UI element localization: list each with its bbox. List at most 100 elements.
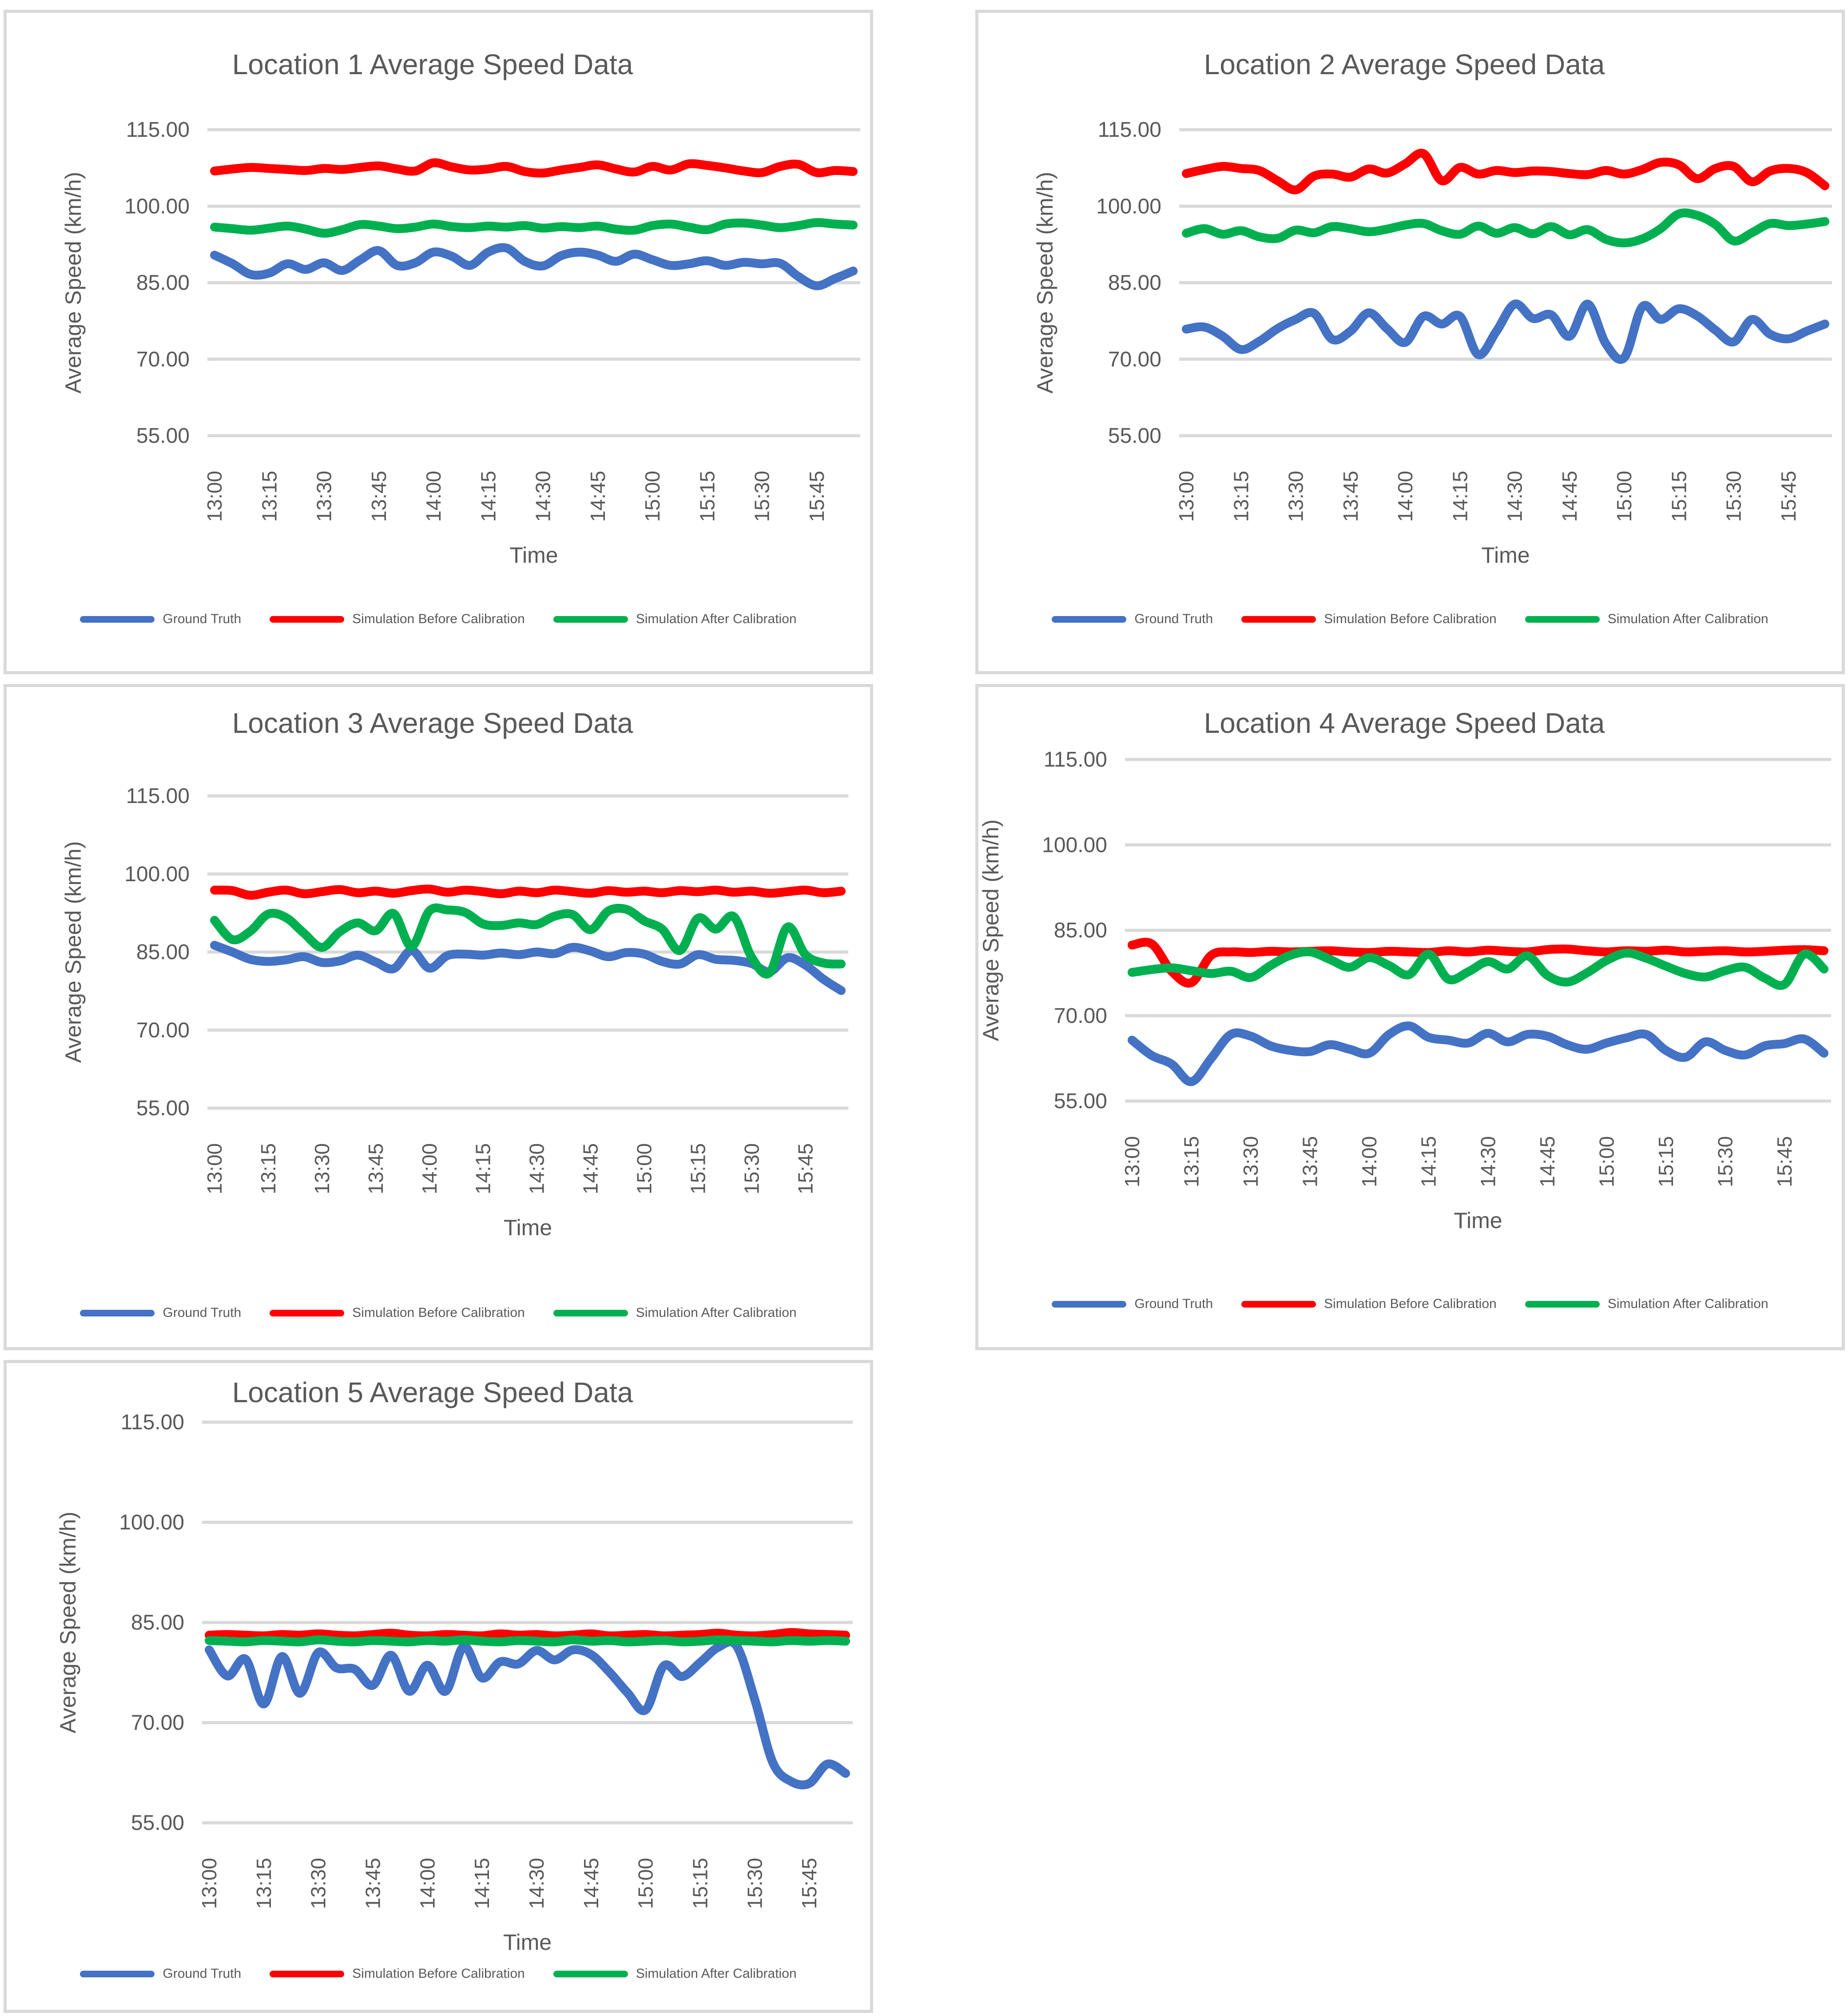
legend-line-sample-ground_truth — [80, 616, 155, 623]
chart-title: Location 3 Average Speed Data — [232, 707, 633, 739]
series-line-after_calibration — [205, 1635, 850, 1646]
x-axis-title: Time — [1481, 543, 1530, 568]
chart-svg: Location 4 Average Speed Data 115.00 100.0… — [978, 707, 1831, 1233]
x-tick-label: 13:30 — [313, 471, 336, 522]
x-tick-label: 15:30 — [1722, 471, 1745, 522]
x-tick-label: 15:30 — [1713, 1136, 1737, 1187]
x-tick-label: 13:00 — [1175, 471, 1198, 522]
y-tick-label: 85.00 — [1108, 271, 1161, 295]
x-tick-label: 14:15 — [1448, 471, 1471, 522]
legend-item: Simulation After Calibration — [553, 1305, 797, 1320]
chart-svg: Location 2 Average Speed Data 115.00 100.0… — [1033, 48, 1832, 568]
legend-label: Simulation Before Calibration — [1324, 612, 1497, 626]
x-tick-label: 13:30 — [1239, 1136, 1262, 1187]
chart-location-2: Location 2 Average Speed Data 115.00 100.0… — [975, 10, 1845, 674]
y-tick-label: 100.00 — [119, 1511, 184, 1535]
legend-label: Simulation Before Calibration — [352, 1305, 525, 1320]
y-tick-label: 70.00 — [131, 1711, 184, 1735]
x-tick-label: 14:00 — [422, 471, 445, 522]
x-tick-label: 15:30 — [740, 1143, 763, 1194]
x-tick-label: 14:30 — [1476, 1136, 1499, 1187]
x-tick-label: 13:45 — [1339, 471, 1362, 522]
chart-legend: Ground Truth Simulation Before Calibratio… — [7, 1966, 870, 1981]
x-tick-label: 13:00 — [203, 471, 226, 522]
y-axis-title: Average Speed (km/h) — [61, 172, 86, 394]
chart-legend: Ground Truth Simulation Before Calibratio… — [978, 612, 1842, 627]
x-tick-label: 14:30 — [525, 1858, 548, 1909]
series-line-ground_truth — [1128, 1021, 1828, 1086]
x-tick-label: 13:30 — [307, 1858, 330, 1909]
y-tick-label: 115.00 — [1098, 118, 1161, 142]
x-tick-label: 14:15 — [1417, 1136, 1440, 1187]
chart-title: Location 2 Average Speed Data — [1204, 48, 1605, 80]
legend-label: Simulation Before Calibration — [352, 612, 525, 626]
x-tick-label: 14:00 — [418, 1143, 441, 1194]
x-tick-label: 15:45 — [798, 1858, 821, 1909]
y-tick-label: 70.00 — [1054, 1004, 1107, 1028]
x-tick-label: 13:30 — [310, 1143, 334, 1194]
y-tick-label: 100.00 — [1042, 833, 1107, 857]
series-line-ground_truth — [205, 1637, 850, 1789]
chart-legend: Ground Truth Simulation Before Calibratio… — [978, 1296, 1842, 1312]
series-line-before_calibration — [1182, 149, 1829, 195]
legend-label: Simulation After Calibration — [636, 1305, 797, 1320]
chart-title: Location 1 Average Speed Data — [232, 48, 633, 80]
x-tick-label: 14:45 — [1558, 471, 1581, 522]
legend-line-sample-before_calibration — [270, 1970, 345, 1977]
y-axis-title: Average Speed (km/h) — [1033, 172, 1057, 394]
x-tick-label: 13:45 — [362, 1858, 385, 1909]
legend-line-sample-ground_truth — [1052, 616, 1127, 623]
x-tick-label: 13:15 — [258, 471, 281, 522]
x-axis-title: Time — [1454, 1208, 1502, 1233]
x-tick-label: 15:15 — [689, 1858, 712, 1909]
legend-line-sample-before_calibration — [1241, 1300, 1316, 1308]
legend-item: Simulation Before Calibration — [270, 612, 525, 627]
legend-item: Simulation After Calibration — [1525, 1296, 1769, 1312]
y-tick-label: 115.00 — [121, 1411, 184, 1434]
legend-label: Simulation Before Calibration — [1324, 1296, 1497, 1311]
y-tick-label: 100.00 — [124, 863, 190, 886]
legend-item: Simulation Before Calibration — [1241, 612, 1497, 627]
x-axis-title: Time — [504, 1215, 552, 1240]
legend-line-sample-before_calibration — [270, 1309, 345, 1316]
series-line-ground_truth — [210, 243, 858, 290]
y-axis-title: Average Speed (km/h) — [978, 819, 1003, 1041]
y-tick-label: 85.00 — [136, 271, 190, 295]
x-tick-label: 13:15 — [1180, 1136, 1203, 1187]
series-line-before_calibration — [210, 884, 846, 900]
y-axis-title: Average Speed (km/h) — [56, 1511, 80, 1733]
y-axis-title: Average Speed (km/h) — [61, 841, 86, 1063]
x-tick-label: 15:45 — [1777, 471, 1800, 522]
series-line-before_calibration — [205, 1628, 850, 1641]
x-tick-label: 14:30 — [525, 1143, 548, 1194]
y-tick-label: 100.00 — [1096, 195, 1161, 218]
legend-item: Ground Truth — [1052, 1296, 1213, 1312]
legend-item: Simulation After Calibration — [553, 612, 797, 627]
x-tick-label: 14:45 — [1536, 1136, 1559, 1187]
chart-svg: Location 1 Average Speed Data 115.00 100.0… — [61, 48, 860, 568]
legend-label: Ground Truth — [1134, 612, 1213, 626]
chart-svg: Location 5 Average Speed Data 115.00 100.0… — [56, 1376, 853, 1955]
legend-line-sample-before_calibration — [270, 616, 345, 623]
y-tick-label: 115.00 — [1044, 748, 1107, 771]
x-tick-label: 13:00 — [203, 1143, 226, 1194]
x-tick-label: 15:00 — [1595, 1136, 1618, 1187]
x-tick-label: 13:15 — [252, 1858, 275, 1909]
legend-label: Simulation After Calibration — [636, 612, 797, 626]
y-tick-label: 70.00 — [1108, 348, 1161, 371]
legend-line-sample-after_calibration — [553, 1970, 628, 1977]
y-tick-label: 55.00 — [1054, 1090, 1107, 1113]
chart-legend: Ground Truth Simulation Before Calibratio… — [7, 612, 870, 627]
x-tick-label: 15:45 — [805, 471, 828, 522]
legend-item: Simulation After Calibration — [1525, 612, 1769, 627]
x-tick-label: 15:45 — [794, 1143, 817, 1194]
x-tick-label: 13:15 — [1229, 471, 1252, 522]
x-tick-label: 14:00 — [1394, 471, 1417, 522]
x-tick-label: 14:45 — [586, 471, 609, 522]
chart-title: Location 4 Average Speed Data — [1204, 707, 1605, 739]
x-tick-label: 13:30 — [1284, 471, 1308, 522]
x-tick-label: 15:45 — [1773, 1136, 1796, 1187]
legend-item: Ground Truth — [1052, 612, 1213, 627]
chart-location-4: Location 4 Average Speed Data 115.00 100.0… — [975, 684, 1845, 1350]
